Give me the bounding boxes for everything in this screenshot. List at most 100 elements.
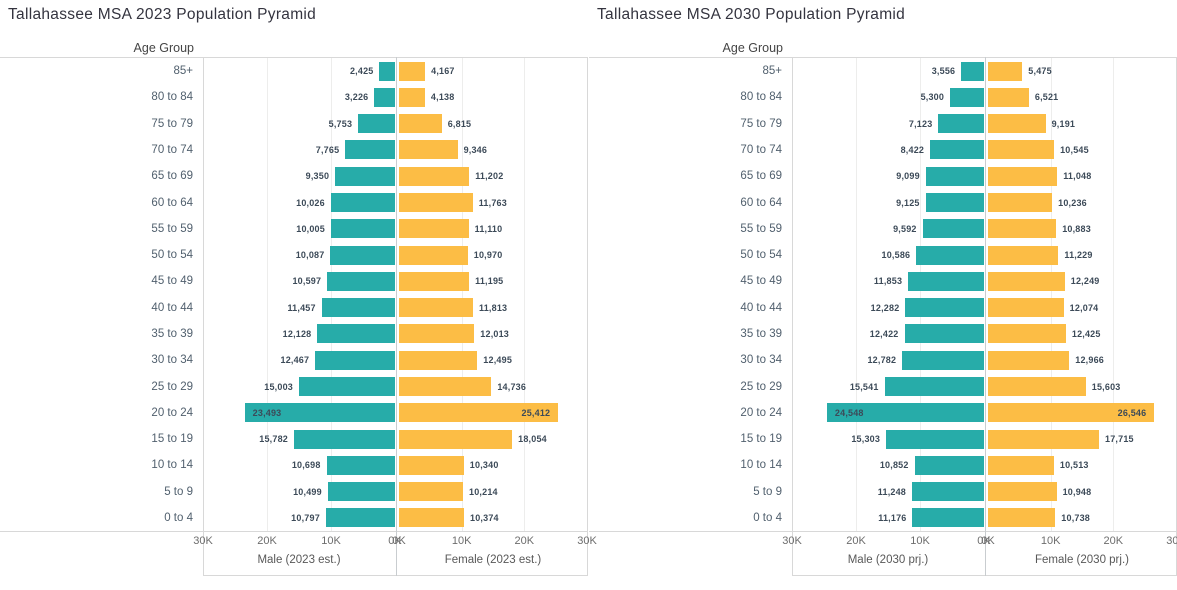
male-bar[interactable] (358, 114, 395, 134)
male-value-label: 10,586 (881, 250, 911, 261)
female-bar-row: 11,813 (399, 295, 587, 321)
female-value-label: 11,813 (479, 302, 508, 313)
female-bar[interactable] (988, 350, 1070, 370)
male-bar[interactable] (327, 482, 395, 502)
male-bar[interactable] (294, 429, 395, 449)
female-bar[interactable] (988, 245, 1059, 265)
male-bar[interactable] (379, 61, 395, 81)
male-axis-ticks: 30K 20K 10K 0K (193, 535, 402, 549)
female-bar[interactable] (988, 193, 1053, 213)
female-bar[interactable] (399, 429, 513, 449)
male-panel: 2,425 3,226 5,753 7,765 9,350 10,026 10,005 10,… (203, 58, 395, 531)
female-bar[interactable] (399, 245, 468, 265)
female-bar-row: 12,249 (988, 268, 1176, 294)
female-bar[interactable] (988, 140, 1055, 160)
female-value-label: 10,970 (473, 250, 503, 261)
gridline (920, 58, 921, 531)
male-bar[interactable] (925, 193, 984, 213)
female-bar-row: 11,229 (988, 242, 1176, 268)
male-value-label: 5,300 (920, 92, 945, 103)
female-bar-row: 26,546 (988, 400, 1176, 426)
chart-title: Tallahassee MSA 2030 Population Pyramid (597, 6, 906, 23)
male-bar[interactable] (321, 298, 395, 318)
female-bar[interactable] (988, 87, 1029, 107)
male-bar[interactable] (961, 61, 984, 81)
male-bar[interactable] (950, 87, 984, 107)
female-bar[interactable] (399, 482, 463, 502)
female-panel: 4,167 4,138 6,815 9,346 11,202 11,763 11,110 10… (399, 58, 587, 531)
male-bar[interactable]: 23,493 (244, 403, 395, 423)
female-bar[interactable] (399, 324, 475, 344)
female-bar[interactable] (399, 114, 442, 134)
female-bar[interactable]: 25,412 (399, 403, 559, 423)
male-value-label: 10,597 (292, 276, 322, 287)
female-bar[interactable] (988, 219, 1057, 239)
male-bar[interactable] (317, 324, 395, 344)
female-bar-row: 9,191 (988, 111, 1176, 137)
female-bar[interactable] (988, 271, 1065, 291)
male-bar[interactable] (922, 219, 984, 239)
female-bar[interactable] (399, 271, 470, 291)
male-bar[interactable] (315, 350, 395, 370)
female-bar-row: 12,074 (988, 295, 1176, 321)
male-bar[interactable] (326, 455, 395, 475)
male-bar[interactable] (904, 324, 984, 344)
female-bar[interactable] (988, 61, 1023, 81)
male-bar[interactable] (330, 245, 395, 265)
female-bar[interactable] (399, 166, 470, 186)
female-bar[interactable] (399, 193, 473, 213)
female-bar[interactable] (988, 482, 1057, 502)
male-bar[interactable] (912, 508, 984, 528)
female-bar[interactable] (399, 298, 474, 318)
female-bar-row: 10,374 (399, 505, 587, 531)
female-bar[interactable] (988, 324, 1066, 344)
female-bar[interactable] (988, 508, 1056, 528)
female-bar[interactable]: 26,546 (988, 403, 1155, 423)
male-bar[interactable] (298, 377, 395, 397)
male-bar[interactable] (908, 271, 984, 291)
female-bar[interactable] (399, 87, 425, 107)
male-bar[interactable] (905, 298, 984, 318)
male-bar[interactable] (912, 482, 984, 502)
female-bar[interactable] (399, 350, 478, 370)
female-bar[interactable] (988, 166, 1058, 186)
age-group-axis-title: Age Group (133, 41, 194, 55)
female-bar[interactable] (399, 219, 469, 239)
male-bar[interactable] (914, 455, 984, 475)
female-bar[interactable] (988, 298, 1064, 318)
male-bar-row: 10,586 (792, 242, 984, 268)
male-bar[interactable] (325, 508, 395, 528)
female-bar[interactable] (399, 61, 426, 81)
male-bar[interactable] (327, 271, 395, 291)
female-value-label: 10,236 (1058, 197, 1087, 208)
female-bar[interactable] (988, 114, 1046, 134)
male-bar[interactable] (902, 350, 984, 370)
female-bar[interactable] (399, 140, 458, 160)
male-bar-row: 10,698 (203, 452, 395, 478)
age-group-label: 20 to 24 (151, 406, 193, 419)
male-bar[interactable] (345, 140, 395, 160)
male-value-label: 3,556 (931, 66, 956, 77)
male-bar[interactable] (916, 245, 984, 265)
female-value-label: 11,110 (474, 223, 503, 234)
female-bar[interactable] (399, 455, 464, 475)
female-bar-row: 10,970 (399, 242, 587, 268)
female-bar[interactable] (399, 377, 492, 397)
female-bar[interactable] (988, 455, 1054, 475)
male-bar[interactable] (374, 87, 395, 107)
female-bar[interactable] (988, 429, 1099, 449)
male-bar[interactable] (938, 114, 984, 134)
female-bar[interactable] (988, 377, 1086, 397)
male-bar[interactable]: 24,548 (826, 403, 984, 423)
male-bar[interactable] (925, 166, 984, 186)
male-bar[interactable] (335, 166, 395, 186)
female-bar[interactable] (399, 508, 464, 528)
male-bar[interactable] (330, 193, 395, 213)
male-bar[interactable] (886, 429, 984, 449)
axis-tick-label: 30K (782, 535, 802, 547)
male-bar[interactable] (930, 140, 984, 160)
male-bar[interactable] (330, 219, 395, 239)
male-bar-row: 12,282 (792, 295, 984, 321)
age-group-label: 30 to 34 (151, 354, 193, 367)
male-bar[interactable] (884, 377, 984, 397)
